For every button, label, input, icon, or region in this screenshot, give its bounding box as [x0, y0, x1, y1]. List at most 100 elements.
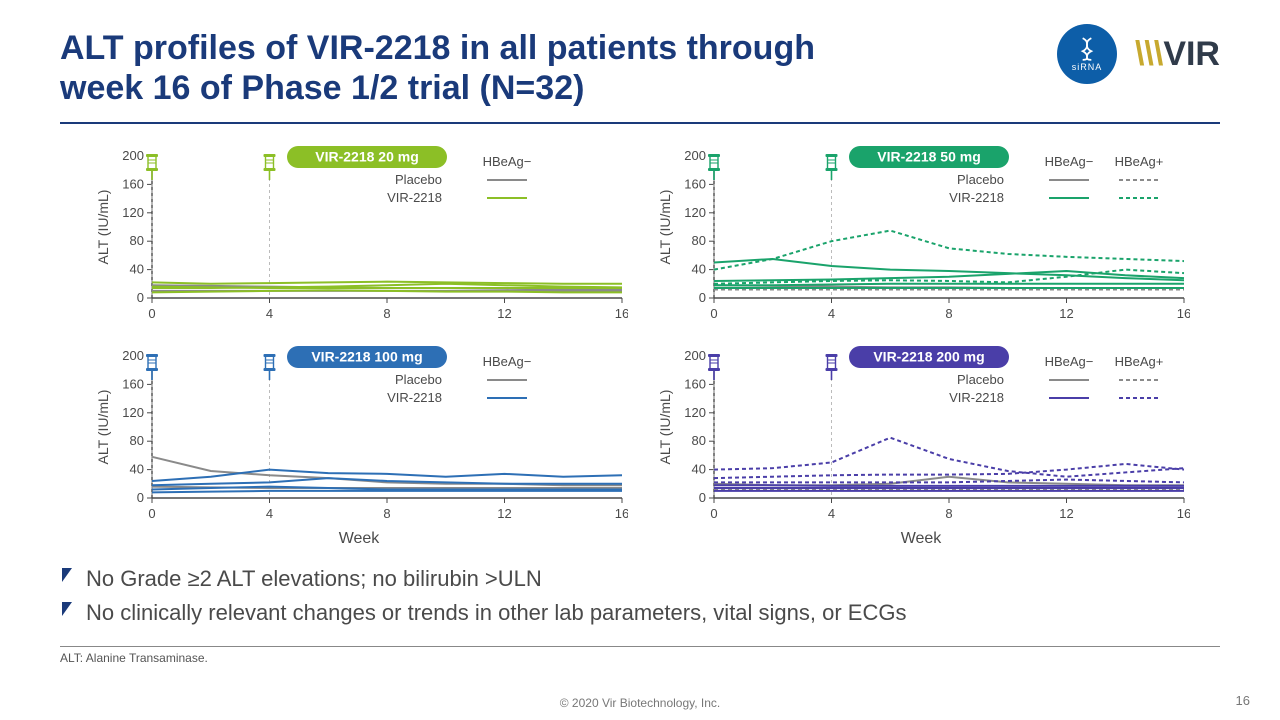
- vir-logo: \\\VIR: [1135, 35, 1220, 74]
- legend-hbeag-pos: HBeAg+: [1115, 354, 1164, 369]
- series-line: [152, 282, 622, 284]
- x-axis-label-right: Week: [652, 530, 1190, 548]
- x-tick-label: 16: [1177, 306, 1190, 321]
- series-line: [714, 271, 1184, 281]
- bullet-text: No Grade ≥2 ALT elevations; no bilirubin…: [86, 566, 542, 592]
- legend-hbeag-neg: HBeAg−: [483, 154, 532, 169]
- series-line: [152, 491, 622, 492]
- x-tick-label: 8: [383, 506, 390, 521]
- y-tick-label: 120: [684, 205, 706, 220]
- y-tick-label: 200: [122, 348, 144, 363]
- chart-panel: 040801201602000481216ALT (IU/mL) VIR-221…: [652, 342, 1190, 532]
- series-line: [152, 478, 622, 485]
- legend-treat-label: VIR-2218: [387, 390, 442, 405]
- legend-hbeag-neg: HBeAg−: [1045, 154, 1094, 169]
- y-tick-label: 80: [130, 233, 144, 248]
- syringe-icon: [146, 154, 158, 298]
- y-tick-label: 160: [684, 177, 706, 192]
- syringe-icon: [146, 354, 158, 498]
- legend-placebo-label: Placebo: [957, 372, 1004, 387]
- series-line: [714, 284, 1184, 285]
- vir-logo-stripes: \\\: [1135, 35, 1163, 73]
- chart-panel: 040801201602000481216ALT (IU/mL) VIR-221…: [90, 142, 628, 332]
- syringe-icon: [826, 154, 838, 298]
- y-tick-label: 0: [699, 490, 706, 505]
- legend-hbeag-pos: HBeAg+: [1115, 154, 1164, 169]
- bullet-row: No clinically relevant changes or trends…: [60, 600, 1220, 626]
- legend-placebo-label: Placebo: [957, 172, 1004, 187]
- y-tick-label: 200: [122, 148, 144, 163]
- bullet-marker-icon: [60, 566, 74, 584]
- logos: siRNA \\\VIR: [1057, 24, 1220, 84]
- y-tick-label: 0: [137, 290, 144, 305]
- x-tick-label: 0: [710, 506, 717, 521]
- x-tick-label: 16: [615, 506, 628, 521]
- series-line: [714, 485, 1184, 486]
- x-tick-label: 4: [266, 506, 273, 521]
- x-tick-label: 4: [828, 306, 835, 321]
- x-tick-label: 12: [497, 306, 511, 321]
- syringe-icon: [708, 354, 720, 498]
- legend-hbeag-neg: HBeAg−: [483, 354, 532, 369]
- x-tick-label: 4: [828, 506, 835, 521]
- footer-divider: [60, 646, 1220, 647]
- bullet-marker-icon: [60, 600, 74, 618]
- y-tick-label: 80: [692, 433, 706, 448]
- copyright: © 2020 Vir Biotechnology, Inc.: [0, 696, 1280, 710]
- chart-cell: 040801201602000481216ALT (IU/mL) VIR-221…: [652, 342, 1190, 532]
- y-tick-label: 120: [122, 405, 144, 420]
- series-line: [714, 231, 1184, 270]
- series-line: [714, 480, 1184, 483]
- title-line-1: ALT profiles of VIR-2218 in all patients…: [60, 29, 815, 67]
- series-line: [714, 438, 1184, 477]
- y-tick-label: 0: [699, 290, 706, 305]
- y-axis-label: ALT (IU/mL): [95, 390, 111, 465]
- dose-pill-label: VIR-2218 200 mg: [873, 349, 984, 365]
- y-axis-label: ALT (IU/mL): [657, 190, 673, 265]
- sirna-badge-icon: siRNA: [1057, 24, 1117, 84]
- sirna-label: siRNA: [1072, 62, 1103, 72]
- y-tick-label: 200: [684, 348, 706, 363]
- x-tick-label: 8: [945, 306, 952, 321]
- chart-panel: 040801201602000481216ALT (IU/mL) VIR-221…: [90, 342, 628, 532]
- x-tick-label: 16: [615, 306, 628, 321]
- dose-pill-label: VIR-2218 50 mg: [877, 149, 981, 165]
- dose-pill-label: VIR-2218 20 mg: [315, 149, 419, 165]
- dose-pill-label: VIR-2218 100 mg: [311, 349, 422, 365]
- y-tick-label: 200: [684, 148, 706, 163]
- legend-placebo-label: Placebo: [395, 372, 442, 387]
- x-tick-label: 16: [1177, 506, 1190, 521]
- x-axis-label-left: Week: [90, 530, 628, 548]
- x-tick-label: 12: [497, 506, 511, 521]
- x-tick-label: 8: [945, 506, 952, 521]
- y-tick-label: 40: [692, 262, 706, 277]
- slide-title: ALT profiles of VIR-2218 in all patients…: [60, 28, 1220, 108]
- y-axis-label: ALT (IU/mL): [657, 390, 673, 465]
- chart-cell: 040801201602000481216ALT (IU/mL) VIR-221…: [90, 342, 628, 532]
- y-axis-label: ALT (IU/mL): [95, 190, 111, 265]
- y-tick-label: 160: [122, 177, 144, 192]
- y-tick-label: 40: [692, 462, 706, 477]
- x-tick-label: 0: [710, 306, 717, 321]
- x-tick-label: 12: [1059, 306, 1073, 321]
- chart-cell: 040801201602000481216ALT (IU/mL) VIR-221…: [652, 142, 1190, 332]
- footnote: ALT: Alanine Transaminase.: [60, 651, 1220, 665]
- bullet-list: No Grade ≥2 ALT elevations; no bilirubin…: [60, 566, 1220, 626]
- legend-hbeag-neg: HBeAg−: [1045, 354, 1094, 369]
- chart-panel: 040801201602000481216ALT (IU/mL) VIR-221…: [652, 142, 1190, 332]
- title-line-2: week 16 of Phase 1/2 trial (N=32): [60, 69, 584, 107]
- y-tick-label: 0: [137, 490, 144, 505]
- legend-treat-label: VIR-2218: [387, 190, 442, 205]
- x-tick-label: 0: [148, 306, 155, 321]
- y-tick-label: 120: [684, 405, 706, 420]
- chart-cell: 040801201602000481216ALT (IU/mL) VIR-221…: [90, 142, 628, 332]
- legend-placebo-label: Placebo: [395, 172, 442, 187]
- legend-treat-label: VIR-2218: [949, 390, 1004, 405]
- legend-treat-label: VIR-2218: [949, 190, 1004, 205]
- x-tick-label: 12: [1059, 506, 1073, 521]
- vir-logo-text: VIR: [1163, 35, 1220, 73]
- syringe-icon: [708, 154, 720, 298]
- chart-grid: 040801201602000481216ALT (IU/mL) VIR-221…: [90, 142, 1190, 532]
- y-tick-label: 80: [130, 433, 144, 448]
- x-tick-label: 8: [383, 306, 390, 321]
